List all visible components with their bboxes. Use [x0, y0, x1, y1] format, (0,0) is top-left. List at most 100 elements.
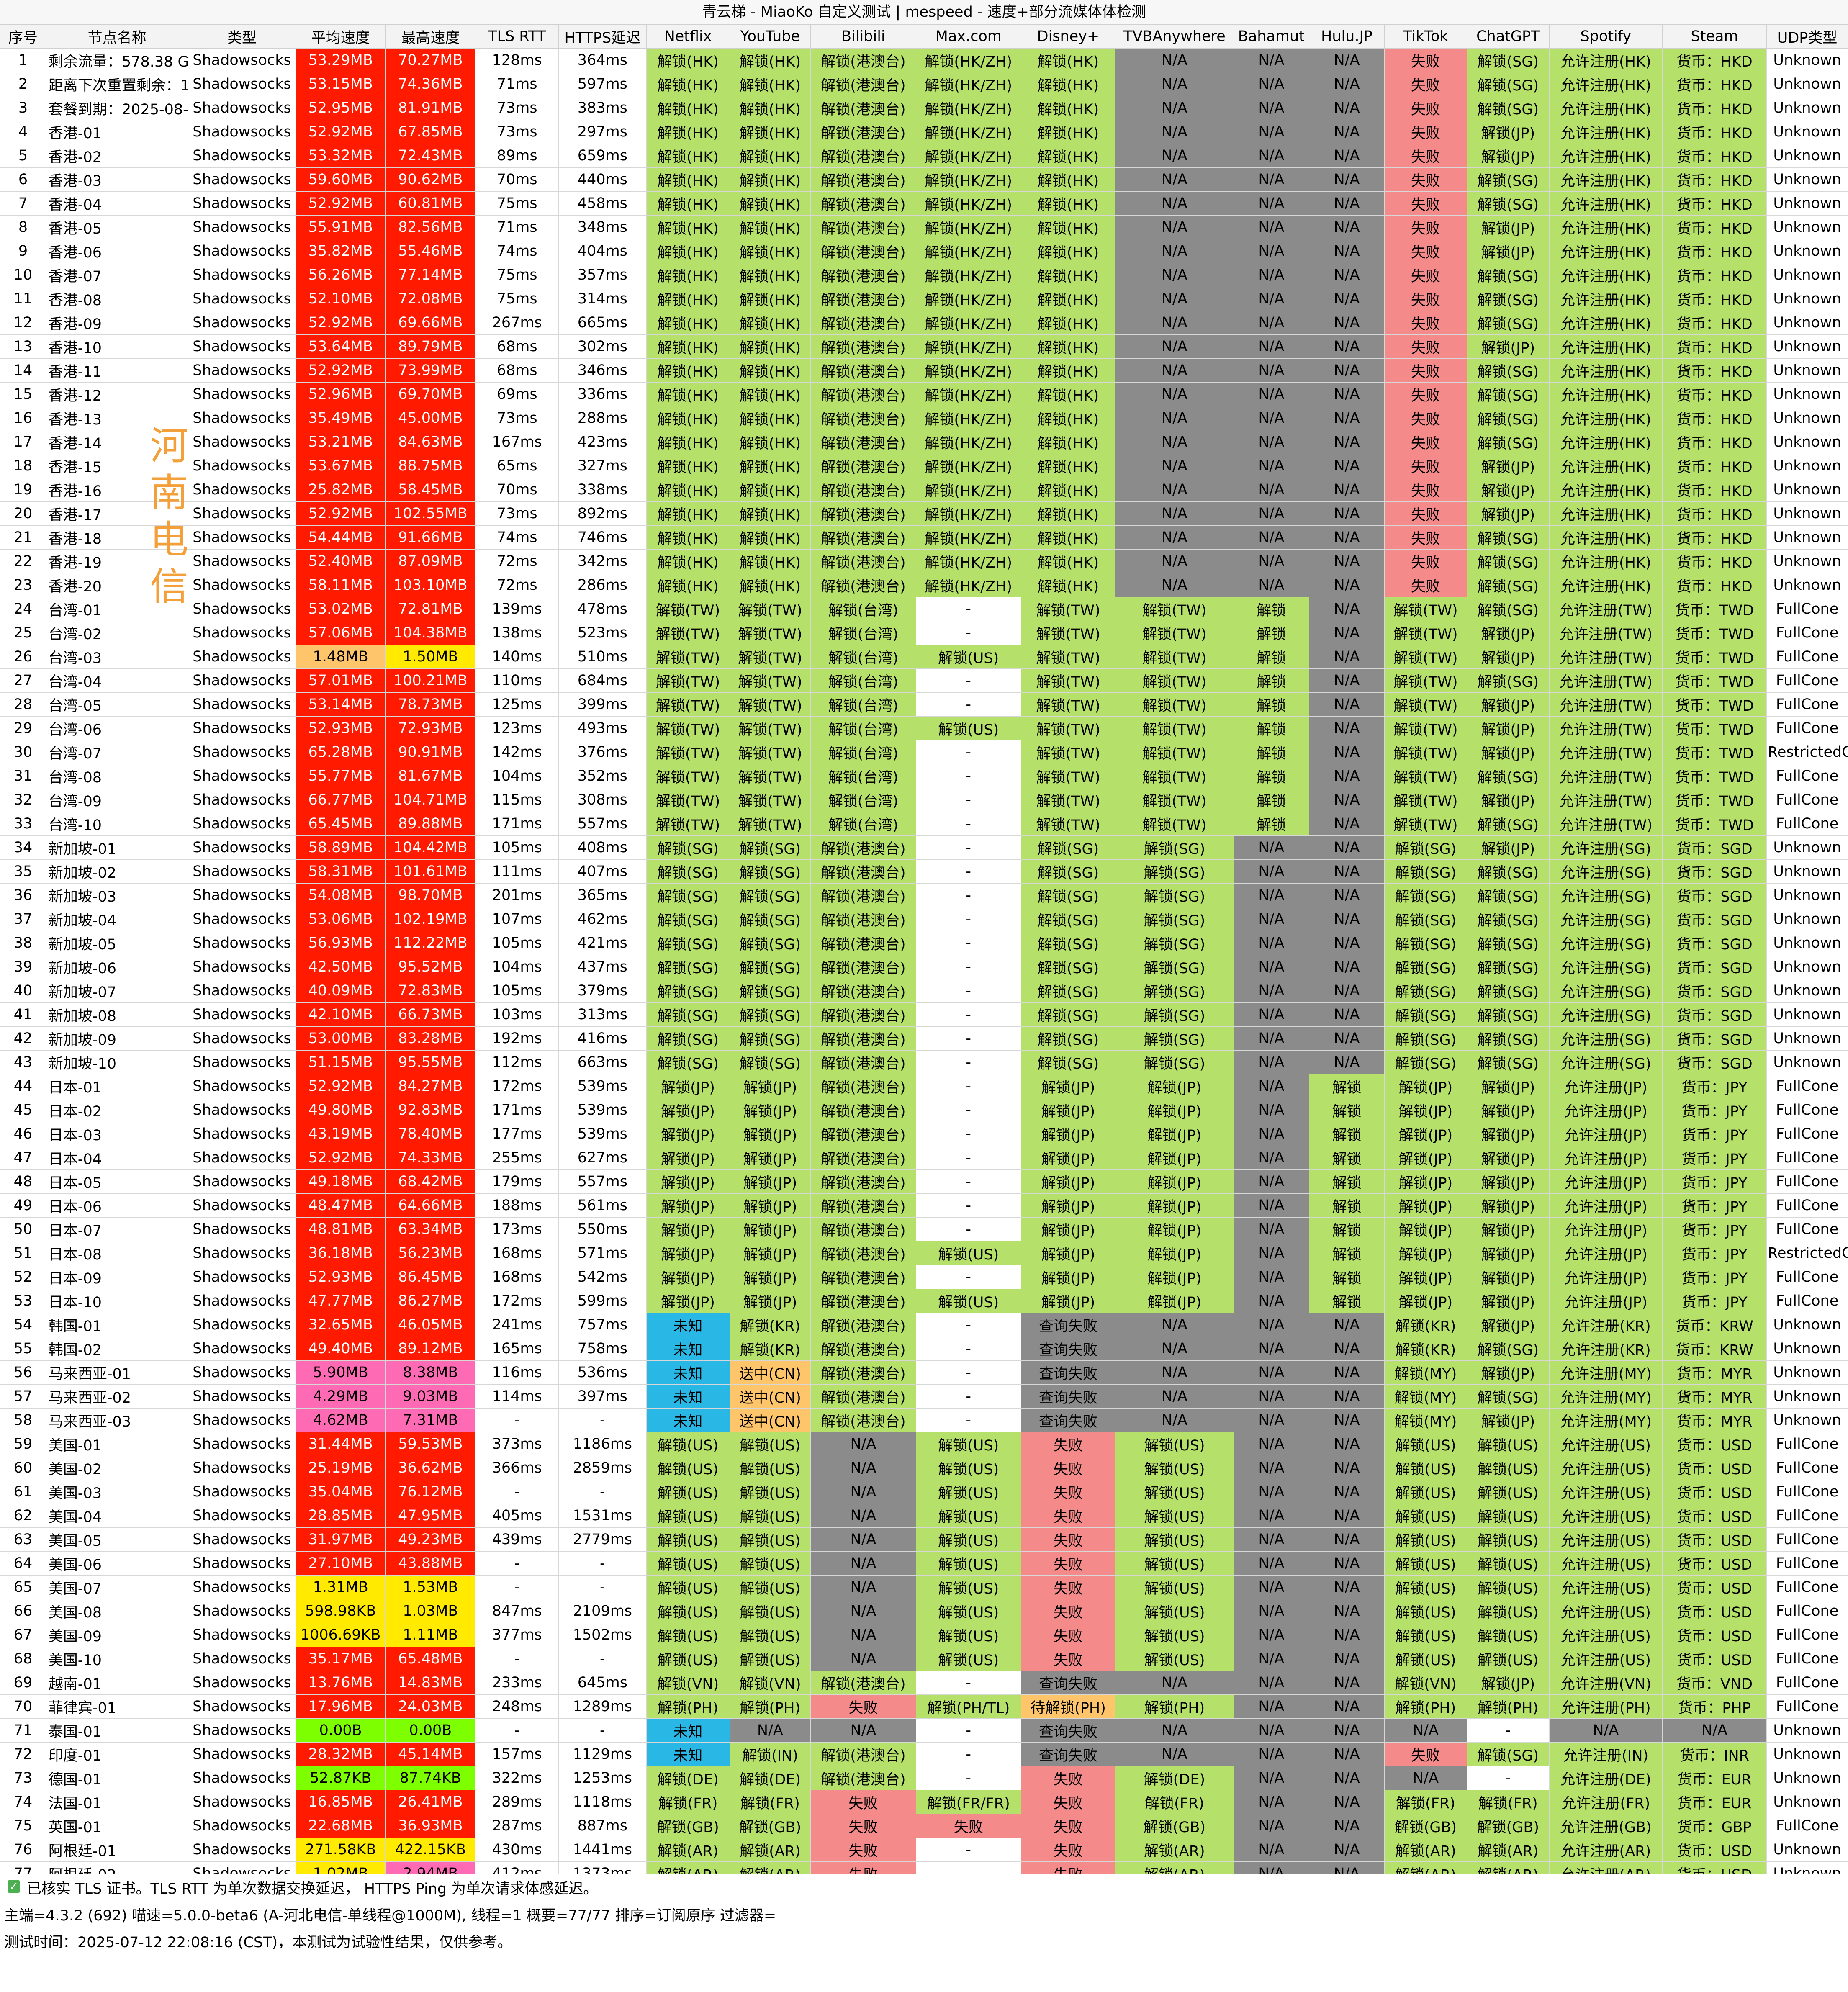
table-cell: Shadowsocks — [188, 716, 296, 740]
column-header[interactable]: Max.com — [915, 24, 1021, 49]
column-header[interactable]: 最高速度 — [385, 24, 476, 49]
table-cell: Shadowsocks — [188, 835, 296, 860]
table-cell: 173ms — [475, 1217, 559, 1241]
table-cell: 货币：HKD — [1662, 406, 1767, 430]
table-cell: Unknown — [1766, 1026, 1848, 1051]
table-cell: 解锁(SG) — [1466, 96, 1550, 120]
table-cell: 解锁(SG) — [729, 859, 811, 884]
table-cell: 解锁(JP) — [1020, 1217, 1116, 1241]
table-cell: N/A — [1233, 525, 1309, 550]
table-cell: 解锁(HK/ZH) — [915, 287, 1021, 311]
table-cell: 377ms — [475, 1623, 559, 1647]
table-cell: 解锁(JP) — [1384, 1217, 1467, 1241]
table-cell: 解锁(HK) — [729, 191, 811, 216]
table-cell: 373ms — [475, 1432, 559, 1456]
column-header[interactable]: 节点名称 — [45, 24, 189, 49]
table-cell: 解锁(HK) — [646, 167, 730, 192]
table-cell: 货币：USD — [1662, 1527, 1767, 1552]
table-cell: 解锁(TW) — [1020, 621, 1116, 645]
table-cell: 解锁(AR) — [646, 1838, 730, 1862]
node-name-cell: 香港-16 — [45, 478, 189, 502]
table-cell: 解锁(HK) — [646, 549, 730, 573]
node-name-cell: 香港-05 — [45, 215, 189, 239]
table-cell: 解锁(HK) — [1020, 406, 1116, 430]
table-cell: Shadowsocks — [188, 1814, 296, 1838]
table-cell: 11 — [0, 287, 46, 311]
table-cell: Shadowsocks — [188, 1337, 296, 1361]
table-cell: 解锁(KR) — [729, 1313, 811, 1337]
table-cell: 解锁(港澳台) — [810, 1766, 916, 1790]
column-header[interactable]: 类型 — [188, 24, 296, 49]
table-cell: N/A — [1308, 1456, 1385, 1480]
table-cell: 解锁(JP) — [1466, 478, 1550, 502]
table-cell: Unknown — [1766, 48, 1848, 72]
table-cell: 货币：SGD — [1662, 907, 1767, 931]
table-cell: Shadowsocks — [188, 955, 296, 979]
table-cell: 解锁(HK) — [729, 263, 811, 287]
table-cell: 解锁(港澳台) — [810, 239, 916, 263]
table-cell: N/A — [1308, 1742, 1385, 1766]
column-header[interactable]: UDP类型 — [1766, 24, 1848, 49]
table-cell: 解锁(TW) — [1020, 788, 1116, 812]
table-row: 50 日本-07 Shadowsocks 48.81MB 63.34MB 173ms 550… — [0, 1217, 1848, 1241]
table-cell: 货币：KRW — [1662, 1337, 1767, 1361]
table-cell: 解锁(HK) — [646, 358, 730, 383]
table-cell: N/A — [1308, 454, 1385, 478]
table-cell: 解锁(PH) — [1384, 1694, 1467, 1719]
table-cell: 422.15KB — [385, 1838, 476, 1862]
table-cell: 52.10MB — [295, 287, 386, 311]
table-cell: 171ms — [475, 1098, 559, 1122]
table-cell: 16 — [0, 406, 46, 430]
column-header[interactable]: TVBAnywhere — [1115, 24, 1234, 49]
table-cell: N/A — [1308, 907, 1385, 931]
table-cell: - — [915, 1193, 1021, 1218]
column-header[interactable]: 序号 — [0, 24, 46, 49]
table-cell: 423ms — [558, 430, 647, 454]
table-cell: 192ms — [475, 1026, 559, 1051]
table-cell: 解锁(HK/ZH) — [915, 549, 1021, 573]
table-cell: FullCone — [1766, 1814, 1848, 1838]
table-cell: 解锁(港澳台) — [810, 1026, 916, 1051]
table-cell: FullCone — [1766, 645, 1848, 669]
node-name-cell: 香港-03 — [45, 167, 189, 192]
table-cell: 解锁(US) — [729, 1527, 811, 1552]
column-header[interactable]: Spotify — [1549, 24, 1663, 49]
table-cell: 解锁(HK) — [646, 430, 730, 454]
column-header[interactable]: 平均速度 — [295, 24, 386, 49]
column-header[interactable]: Bahamut — [1233, 24, 1309, 49]
node-name-cell: 美国-04 — [45, 1504, 189, 1528]
table-cell: 3 — [0, 96, 46, 120]
table-cell: 65.45MB — [295, 812, 386, 836]
table-cell: 解锁(JP) — [1466, 1122, 1550, 1146]
table-cell: 解锁(HK) — [646, 215, 730, 239]
column-header[interactable]: Netflix — [646, 24, 730, 49]
column-header[interactable]: TLS RTT — [475, 24, 559, 49]
table-cell: 解锁(US) — [1384, 1575, 1467, 1599]
column-header[interactable]: Steam — [1662, 24, 1767, 49]
table-cell: 解锁(SG) — [1384, 931, 1467, 955]
table-cell: - — [915, 1337, 1021, 1361]
table-cell: 解锁(HK/ZH) — [915, 334, 1021, 359]
table-cell: 36.93MB — [385, 1814, 476, 1838]
column-header[interactable]: Hulu.JP — [1308, 24, 1385, 49]
column-header[interactable]: HTTPS延迟 — [558, 24, 647, 49]
table-cell: 430ms — [475, 1838, 559, 1862]
column-header[interactable]: TikTok — [1384, 24, 1467, 49]
table-cell: 解锁(HK) — [729, 501, 811, 526]
table-cell: 75 — [0, 1814, 46, 1838]
column-header[interactable]: Bilibili — [810, 24, 916, 49]
column-header[interactable]: YouTube — [729, 24, 811, 49]
table-cell: 解锁(TW) — [729, 668, 811, 693]
table-cell: 解锁(HK) — [646, 144, 730, 168]
table-cell: 解锁(HK) — [729, 96, 811, 120]
table-cell: 解锁(HK) — [1020, 382, 1116, 406]
column-header[interactable]: ChatGPT — [1466, 24, 1550, 49]
table-cell: 允许注册(US) — [1549, 1480, 1663, 1504]
column-header[interactable]: Disney+ — [1020, 24, 1116, 49]
table-cell: Shadowsocks — [188, 144, 296, 168]
table-cell: 83.28MB — [385, 1026, 476, 1051]
table-cell: 允许注册(VN) — [1549, 1671, 1663, 1695]
table-cell: 解锁(JP) — [1466, 144, 1550, 168]
table-cell: 59.53MB — [385, 1432, 476, 1456]
table-cell: 失败 — [1384, 215, 1467, 239]
